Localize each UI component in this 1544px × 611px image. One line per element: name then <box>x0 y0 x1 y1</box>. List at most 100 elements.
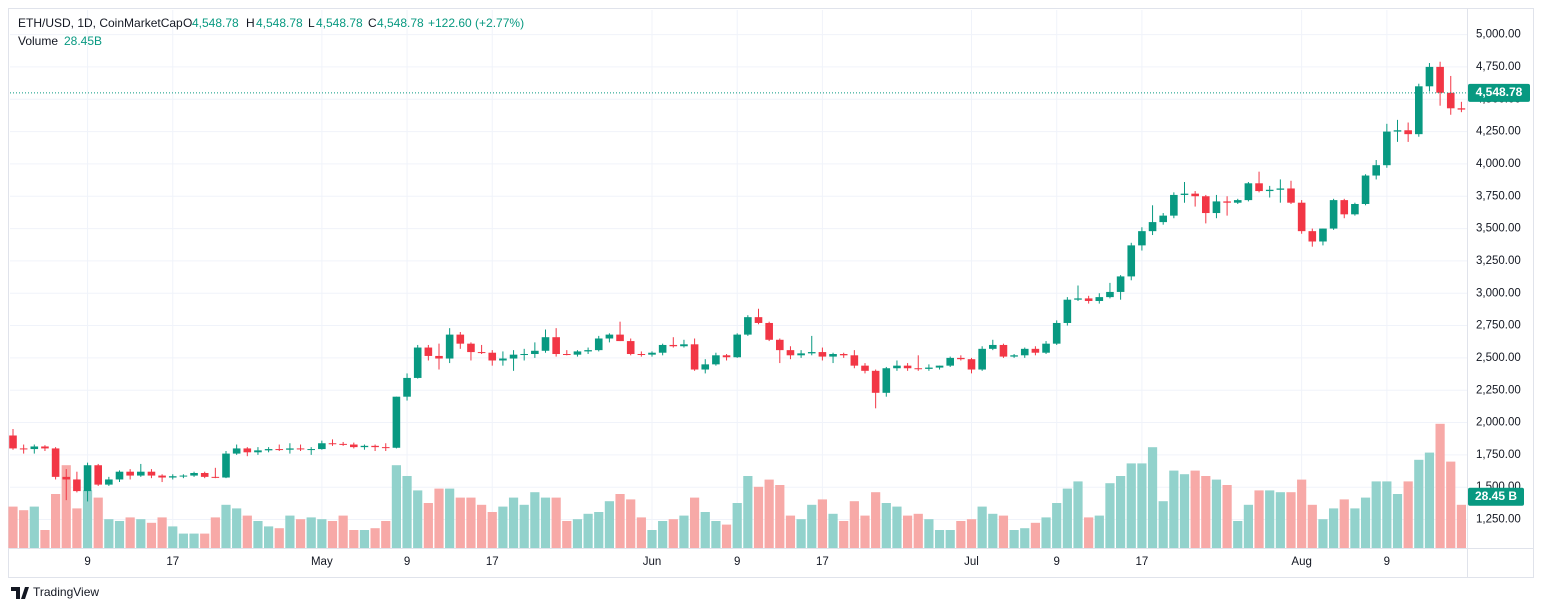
x-tick-label: 17 <box>166 556 179 568</box>
change: +122.60 (+2.77%) <box>428 16 524 30</box>
volume-bar <box>871 492 881 548</box>
candle-body <box>701 364 710 370</box>
volume-bar <box>1254 490 1264 548</box>
volume-bar <box>1126 463 1136 548</box>
volume-bar <box>8 506 18 548</box>
candle-body <box>147 471 156 476</box>
candle-body <box>1276 188 1285 190</box>
candle-body <box>62 476 71 480</box>
ohlc-value: 4,548.78 <box>192 16 239 30</box>
volume-bar <box>168 526 178 548</box>
volume-bar <box>72 508 82 548</box>
volume-bar <box>1286 492 1296 548</box>
candle-body <box>626 341 635 355</box>
volume-bar <box>136 519 146 548</box>
y-tick-label: 4,250.00 <box>1476 126 1521 138</box>
volume-bar <box>1403 481 1413 548</box>
candle-body <box>1244 183 1253 201</box>
candle-body <box>680 344 688 347</box>
volume-bar <box>1094 515 1104 548</box>
volume-bar <box>51 494 61 548</box>
candle-body <box>296 448 305 450</box>
volume-bar <box>530 492 540 548</box>
ohlc-key: O <box>183 16 192 30</box>
x-tick-label: Jun <box>643 556 662 568</box>
volume-bar <box>1020 528 1030 548</box>
volume-bar <box>594 512 604 548</box>
volume-bar <box>668 519 678 548</box>
volume-bar <box>295 519 306 548</box>
brand-name[interactable]: TradingView <box>33 585 99 599</box>
volume-bar <box>817 499 827 548</box>
candle-body <box>222 453 230 478</box>
last-price-tag <box>1468 83 1530 102</box>
candle-body <box>137 471 145 476</box>
candle-body <box>1106 291 1114 298</box>
candle-body <box>360 445 369 448</box>
volume-bar <box>1371 481 1381 548</box>
volume-bar <box>19 510 29 548</box>
candle-body <box>1148 222 1157 232</box>
candle-body <box>1255 183 1263 192</box>
volume-bar <box>189 533 199 548</box>
candle-body <box>392 396 401 448</box>
ohlc-value: 4,548.78 <box>377 16 424 30</box>
x-tick-label: 9 <box>404 556 410 568</box>
candle-body <box>1329 200 1338 229</box>
candle-body <box>264 449 273 451</box>
candle-body <box>477 352 486 354</box>
volume-bar <box>860 515 870 548</box>
volume-bar <box>1435 423 1445 548</box>
candle-body <box>1233 200 1242 203</box>
candle-body <box>30 446 39 450</box>
volume-bar <box>658 521 668 548</box>
y-tick-label: 2,500.00 <box>1476 352 1521 364</box>
x-tick-label: 9 <box>84 556 90 568</box>
logo[interactable] <box>11 587 29 599</box>
volume-bar <box>1084 517 1094 548</box>
candle-body <box>1159 215 1167 223</box>
volume-bar <box>966 519 977 548</box>
candle-body <box>445 334 454 359</box>
volume-bar <box>1062 488 1072 548</box>
volume-bar <box>945 530 955 548</box>
candle-body <box>456 334 465 344</box>
candle-body <box>573 351 582 355</box>
volume-bar <box>572 519 583 548</box>
candle-body <box>1415 86 1423 135</box>
volume-bar <box>285 515 295 548</box>
volume-bar <box>540 497 551 548</box>
candle-body <box>1393 130 1402 132</box>
volume-bar <box>924 519 934 548</box>
volume-bar <box>455 497 465 548</box>
volume-bar <box>104 519 114 548</box>
y-tick-label: 3,750.00 <box>1476 190 1521 202</box>
volume-bar <box>317 519 327 548</box>
volume-bar <box>892 506 902 548</box>
volume-bar <box>125 517 135 548</box>
volume-bar <box>934 530 945 548</box>
candle-body <box>669 344 678 347</box>
candle-body <box>275 449 284 451</box>
candle-body <box>1446 92 1455 109</box>
candle-body <box>371 445 379 448</box>
volume-bar <box>82 490 93 548</box>
volume-bar <box>903 515 913 548</box>
volume-bar <box>391 465 401 548</box>
candle-body <box>339 443 347 445</box>
candle-body <box>381 447 390 449</box>
last-volume-tag <box>1468 487 1524 506</box>
candle-body <box>914 368 923 370</box>
ohlc-key: L <box>308 16 315 30</box>
candle-body <box>871 370 880 393</box>
candle-body <box>488 352 497 361</box>
volume-bar <box>1137 463 1147 548</box>
candle-body <box>467 343 475 353</box>
candle-body <box>946 357 954 366</box>
candle-body <box>1212 201 1221 214</box>
y-tick-label: 4,000.00 <box>1476 158 1521 170</box>
x-tick-label: 17 <box>1136 556 1149 568</box>
candle-body <box>978 348 986 370</box>
candle-body <box>903 365 912 369</box>
ohlc-key: H <box>246 16 255 30</box>
